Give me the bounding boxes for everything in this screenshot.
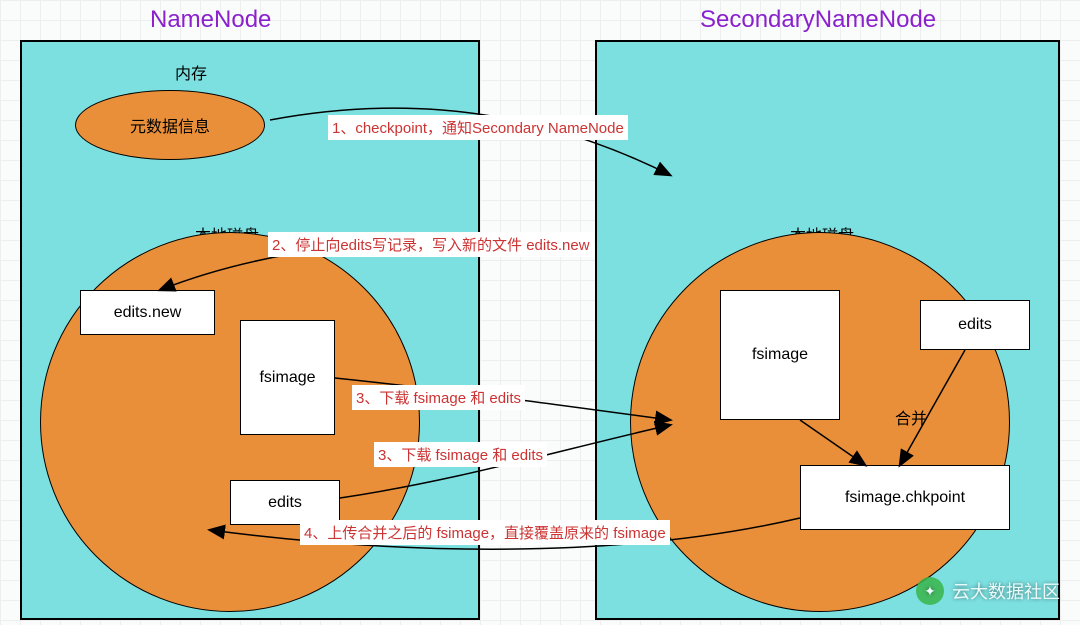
title-left: NameNode	[150, 6, 271, 34]
step-3b: 3、下载 fsimage 和 edits	[374, 442, 547, 467]
left-disk-circle	[40, 232, 420, 612]
box-fsimage-left: fsimage	[240, 320, 335, 435]
memory-label: 内存	[175, 60, 207, 84]
metadata-text: 元数据信息	[130, 113, 210, 137]
box-edits-new: edits.new	[80, 290, 215, 335]
box-chkpoint-label: fsimage.chkpoint	[845, 489, 965, 507]
box-edits-right-label: edits	[958, 316, 992, 334]
box-edits-left: edits	[230, 480, 340, 525]
right-disk-circle	[630, 232, 1010, 612]
box-fsimage-right: fsimage	[720, 290, 840, 420]
watermark: ✦ 云大数据社区	[916, 577, 1060, 605]
box-edits-new-label: edits.new	[114, 304, 182, 322]
step-2: 2、停止向edits写记录，写入新的文件 edits.new	[268, 232, 594, 257]
box-fsimage-right-label: fsimage	[752, 346, 808, 364]
wechat-icon: ✦	[916, 577, 944, 605]
step-4: 4、上传合并之后的 fsimage，直接覆盖原来的 fsimage	[300, 520, 670, 545]
box-edits-left-label: edits	[268, 494, 302, 512]
watermark-text: 云大数据社区	[952, 578, 1060, 604]
box-chkpoint: fsimage.chkpoint	[800, 465, 1010, 530]
merge-label: 合并	[895, 405, 927, 429]
box-edits-right: edits	[920, 300, 1030, 350]
title-right: SecondaryNameNode	[700, 6, 936, 34]
step-1: 1、checkpoint，通知Secondary NameNode	[328, 115, 628, 140]
box-fsimage-left-label: fsimage	[259, 369, 315, 387]
step-3a: 3、下载 fsimage 和 edits	[352, 385, 525, 410]
metadata-ellipse: 元数据信息	[75, 90, 265, 160]
